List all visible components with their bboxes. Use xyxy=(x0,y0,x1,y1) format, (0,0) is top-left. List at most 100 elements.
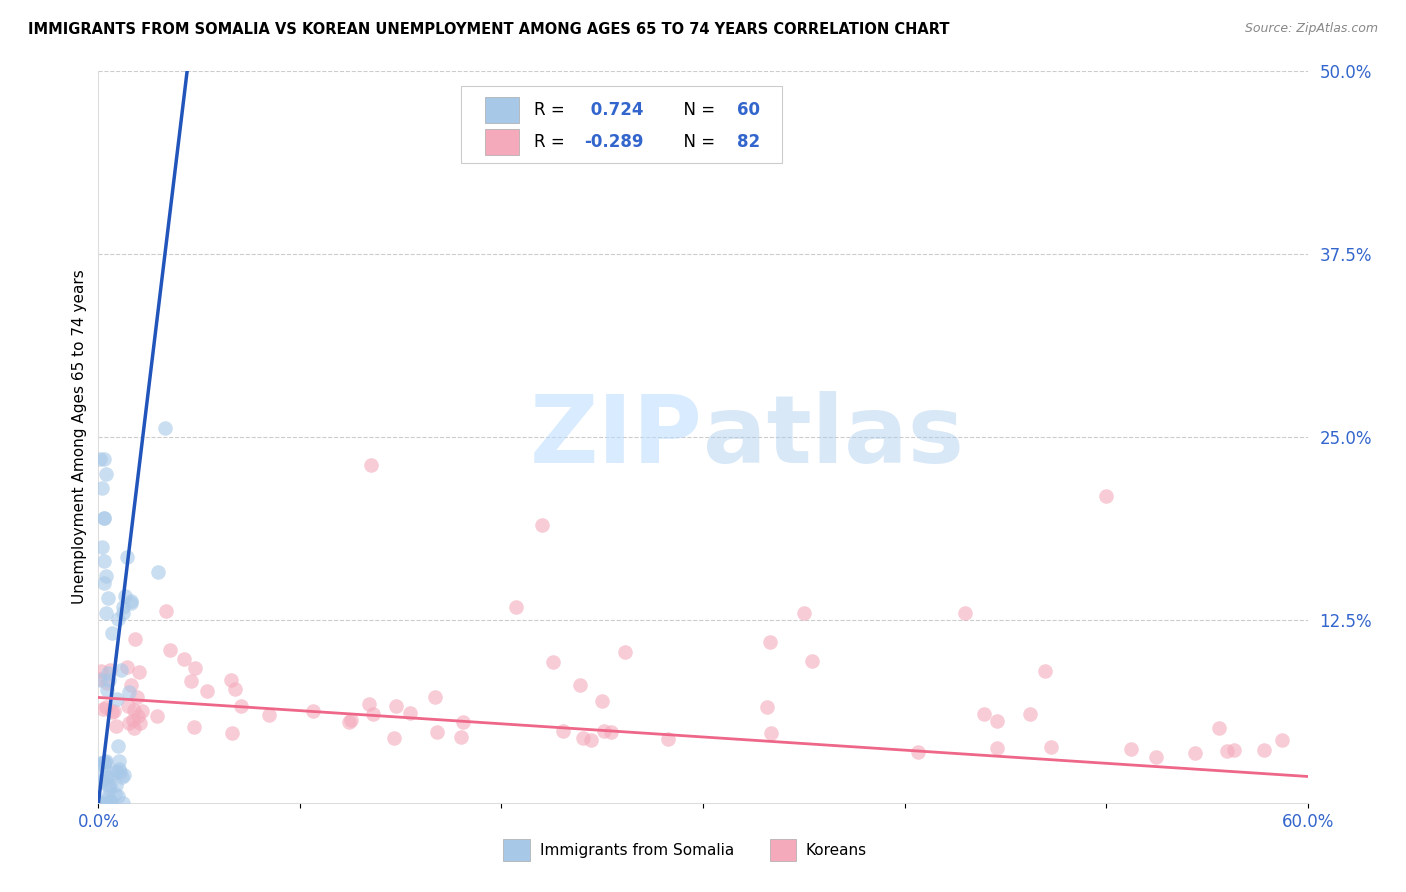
Point xyxy=(97,789,120,803)
Point xyxy=(1144,750,1167,764)
Text: N =: N = xyxy=(673,101,720,120)
Point xyxy=(101,706,124,720)
Point xyxy=(986,741,1008,756)
Point xyxy=(91,481,114,495)
Point xyxy=(98,795,121,809)
Text: Source: ZipAtlas.com: Source: ZipAtlas.com xyxy=(1244,22,1378,36)
Point xyxy=(128,665,150,680)
Point xyxy=(104,787,127,801)
Point xyxy=(101,626,124,640)
Point xyxy=(1253,742,1275,756)
Point xyxy=(104,719,127,733)
Text: atlas: atlas xyxy=(703,391,965,483)
Point xyxy=(1208,721,1230,735)
Point xyxy=(110,663,132,677)
FancyBboxPatch shape xyxy=(485,97,519,123)
Point xyxy=(96,606,118,620)
Point xyxy=(1039,740,1062,755)
Point xyxy=(103,704,125,718)
Point xyxy=(93,510,115,524)
Point xyxy=(756,700,779,714)
Point xyxy=(117,660,139,674)
Point xyxy=(125,690,148,704)
Point xyxy=(91,702,114,716)
Point xyxy=(1033,664,1056,678)
Point xyxy=(1095,489,1118,503)
Point xyxy=(361,706,384,721)
Point xyxy=(1018,706,1040,721)
Point xyxy=(93,452,115,467)
Point xyxy=(530,517,553,532)
Text: 60: 60 xyxy=(737,101,759,120)
Text: N =: N = xyxy=(673,133,720,152)
Point xyxy=(146,708,169,723)
Point xyxy=(183,720,205,734)
Point xyxy=(793,606,815,620)
Point xyxy=(94,770,117,784)
Point xyxy=(953,606,976,620)
Y-axis label: Unemployment Among Ages 65 to 74 years: Unemployment Among Ages 65 to 74 years xyxy=(72,269,87,605)
Point xyxy=(1216,743,1239,757)
Point xyxy=(224,682,246,697)
Point xyxy=(551,724,574,739)
Point xyxy=(90,774,112,789)
Point xyxy=(115,549,138,564)
Point xyxy=(259,708,281,723)
Point xyxy=(423,690,446,705)
Point xyxy=(973,706,995,721)
Point xyxy=(907,745,929,759)
Point xyxy=(122,713,145,727)
Point xyxy=(108,762,131,776)
Point xyxy=(111,770,134,784)
Point xyxy=(96,682,118,697)
Point xyxy=(108,754,131,768)
Point xyxy=(93,576,115,591)
Point xyxy=(96,467,118,481)
Point xyxy=(758,635,780,649)
Point xyxy=(120,594,142,608)
Point xyxy=(89,673,111,687)
Point xyxy=(357,697,380,711)
Text: Immigrants from Somalia: Immigrants from Somalia xyxy=(540,843,734,858)
FancyBboxPatch shape xyxy=(503,839,530,862)
Text: IMMIGRANTS FROM SOMALIA VS KOREAN UNEMPLOYMENT AMONG AGES 65 TO 74 YEARS CORRELA: IMMIGRANTS FROM SOMALIA VS KOREAN UNEMPL… xyxy=(28,22,949,37)
Text: R =: R = xyxy=(534,133,569,152)
FancyBboxPatch shape xyxy=(485,129,519,155)
Point xyxy=(90,770,112,784)
Point xyxy=(986,714,1008,729)
Point xyxy=(96,796,118,810)
Point xyxy=(153,421,176,435)
Point xyxy=(111,606,134,620)
Point xyxy=(96,769,118,783)
Text: Koreans: Koreans xyxy=(806,843,868,858)
Point xyxy=(155,604,177,618)
Point xyxy=(98,673,121,687)
Point xyxy=(1223,743,1246,757)
Point xyxy=(93,554,115,568)
Point xyxy=(593,724,616,739)
Point xyxy=(94,699,117,714)
Point xyxy=(94,755,117,769)
Point xyxy=(231,699,253,714)
Point xyxy=(89,756,111,770)
Point xyxy=(96,676,118,690)
FancyBboxPatch shape xyxy=(461,86,782,163)
Point xyxy=(94,793,117,807)
Point xyxy=(1119,741,1142,756)
Point xyxy=(131,704,153,718)
Point xyxy=(98,778,121,792)
Point xyxy=(759,726,782,740)
Point xyxy=(360,458,382,473)
Text: -0.289: -0.289 xyxy=(585,133,644,152)
Point xyxy=(657,732,679,747)
Point xyxy=(591,693,613,707)
Point xyxy=(89,673,111,688)
Text: R =: R = xyxy=(534,101,569,120)
Point xyxy=(541,655,564,669)
Point xyxy=(96,569,118,583)
Point xyxy=(505,599,527,614)
Point xyxy=(91,540,114,554)
Point xyxy=(107,789,129,803)
Point xyxy=(107,739,129,753)
Text: 82: 82 xyxy=(737,133,761,152)
